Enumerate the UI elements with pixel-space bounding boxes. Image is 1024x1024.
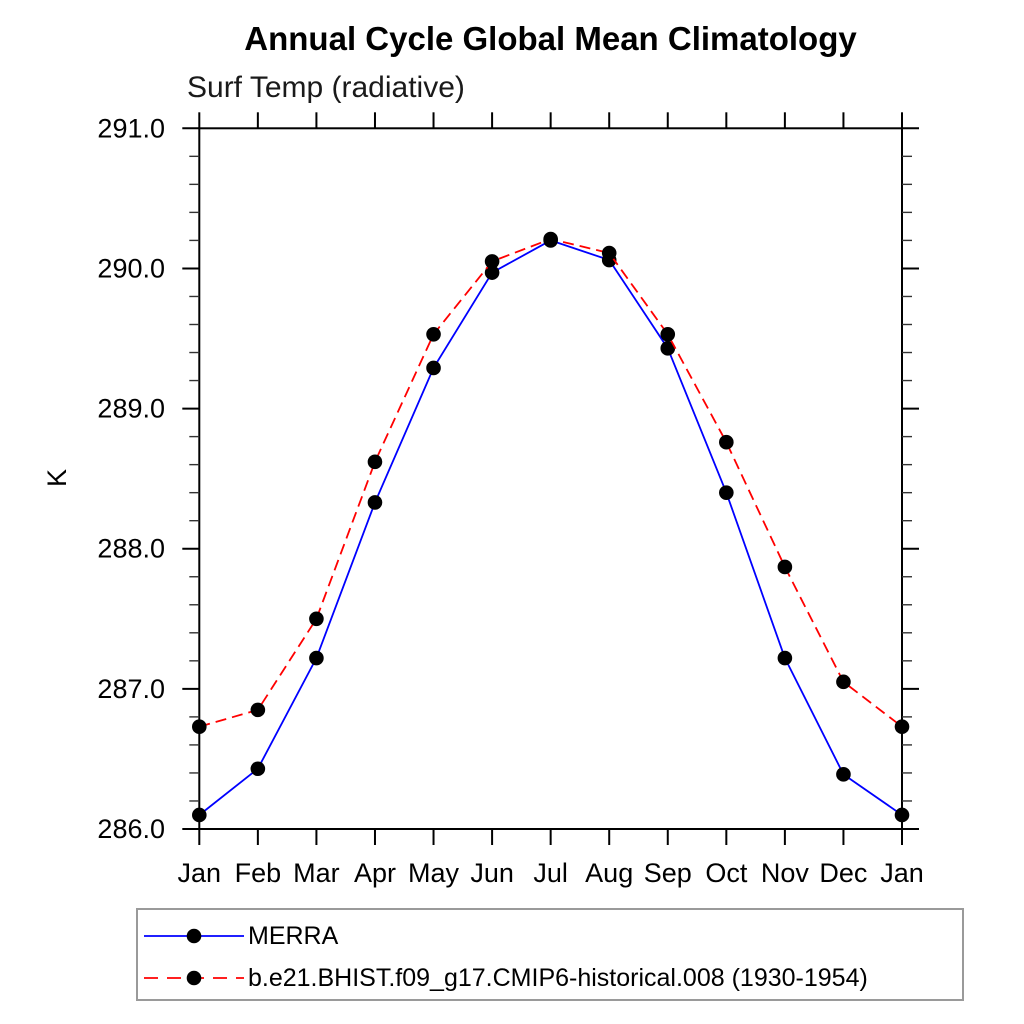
x-tick-label: Aug (585, 858, 633, 888)
legend-merra-marker-icon (186, 928, 202, 944)
x-tick-label: Apr (354, 858, 396, 888)
series-model-point (426, 327, 441, 342)
series-model-point (601, 245, 617, 261)
legend-merra-label: MERRA (248, 921, 339, 950)
x-tick-label: Jan (178, 858, 222, 888)
series-model-point (543, 231, 558, 247)
series-merra-point (660, 341, 676, 356)
y-tick-label: 291.0 (97, 113, 165, 143)
series-merra-point (426, 360, 441, 376)
chart-subtitle: Surf Temp (radiative) (187, 71, 465, 104)
series-model-point (192, 719, 207, 734)
series-merra-point (250, 761, 266, 777)
legend: MERRA b.e21.BHIST.f09_g17.CMIP6-historica… (136, 908, 964, 1001)
series-merra-point (367, 495, 383, 510)
legend-model-label: b.e21.BHIST.f09_g17.CMIP6-historical.008… (248, 963, 868, 992)
series-merra-point (836, 767, 851, 782)
legend-merra-sample (144, 928, 244, 944)
legend-item-merra: MERRA (142, 922, 338, 950)
series-merra-point (309, 650, 324, 666)
legend-model-marker-icon (186, 970, 202, 986)
series-merra-point (719, 485, 734, 500)
x-tick-label: Nov (761, 858, 810, 888)
x-tick-label: Oct (705, 858, 748, 888)
series-model-point (777, 559, 793, 575)
series-model-line (199, 238, 903, 728)
y-tick-label: 289.0 (97, 394, 165, 424)
series-merra-point (484, 265, 500, 280)
series-model-point (250, 702, 266, 718)
series-model-point (894, 719, 910, 734)
legend-model-sample (144, 970, 244, 986)
series-merra-point (777, 650, 793, 666)
x-tick-label: Feb (235, 858, 282, 888)
series-model-point (836, 674, 851, 690)
x-tick-label: Mar (293, 858, 340, 888)
y-tick-label: 290.0 (97, 253, 165, 283)
x-tick-label: Jul (533, 858, 568, 888)
x-tick-label: May (408, 858, 460, 888)
series-model-point (660, 327, 676, 342)
series-model-point (719, 434, 734, 450)
series-merra-point (192, 807, 207, 823)
series-merra-point (894, 807, 910, 823)
x-tick-label: Jun (470, 858, 514, 888)
series-model-point (309, 611, 324, 627)
legend-item-model: b.e21.BHIST.f09_g17.CMIP6-historical.008… (142, 964, 868, 992)
series-model-point (484, 254, 500, 269)
y-axis-label: K (42, 469, 72, 487)
x-tick-label: Jan (880, 858, 924, 888)
series-merra-line (198, 239, 903, 816)
series-model-point (367, 454, 383, 470)
x-tick-label: Sep (644, 858, 692, 888)
y-tick-label: 288.0 (97, 534, 165, 564)
y-tick-label: 287.0 (97, 674, 165, 704)
chart-title: Annual Cycle Global Mean Climatology (244, 20, 857, 57)
x-tick-label: Dec (819, 858, 867, 888)
y-tick-label: 286.0 (97, 814, 165, 844)
